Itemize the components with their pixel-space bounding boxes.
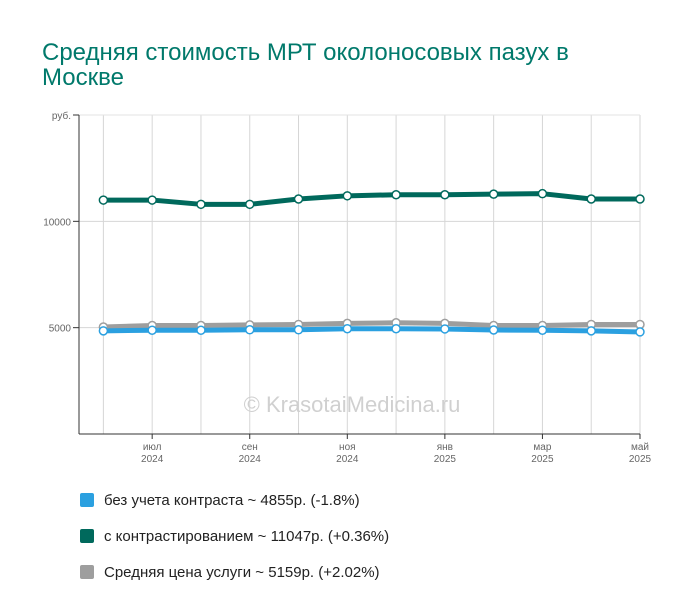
x-tick-label-year: 2024	[141, 454, 164, 465]
data-point	[342, 191, 353, 201]
legend-item-average[interactable]: Средняя цена услуги ~ 5159р. (+2.02%)	[80, 554, 389, 590]
data-point	[98, 326, 109, 336]
x-tick-label-month: мар	[533, 442, 551, 453]
watermark: © KrasotaiMedicina.ru	[244, 392, 461, 417]
data-point	[147, 325, 157, 335]
series-line-2	[100, 320, 643, 330]
data-point	[244, 199, 255, 210]
legend-label: Средняя цена услуги ~ 5159р. (+2.02%)	[104, 563, 380, 581]
x-tick-label-month: янв	[437, 442, 453, 453]
legend-item-no-contrast[interactable]: без учета контраста ~ 4855р. (-1.8%)	[80, 482, 389, 518]
data-point	[440, 190, 450, 200]
legend-label: без учета контраста ~ 4855р. (-1.8%)	[104, 491, 360, 509]
data-point	[196, 199, 206, 210]
x-tick-label-month: сен	[242, 442, 258, 453]
data-point	[391, 323, 401, 334]
data-point	[293, 194, 304, 204]
series-line-0	[100, 326, 643, 335]
chart-title: Средняя стоимость МРТ околоносовых пазух…	[42, 39, 569, 91]
x-tick-label-year: 2024	[239, 454, 262, 465]
legend-swatch	[80, 565, 94, 579]
y-tick-label: 5000	[49, 324, 72, 335]
legend-item-with-contrast[interactable]: с контрастированием ~ 11047р. (+0.36%)	[80, 518, 389, 554]
data-point	[488, 325, 499, 335]
data-point	[342, 323, 353, 334]
data-point	[537, 325, 548, 335]
x-tick-label-year: 2024	[336, 454, 359, 465]
data-point	[244, 325, 255, 335]
series-line-1	[100, 191, 643, 207]
x-tick-label-year: 2025	[531, 454, 554, 465]
data-point	[586, 326, 596, 336]
line-chart: 500010000руб.июл2024сен2024ноя2024янв202…	[43, 110, 652, 465]
legend-swatch	[80, 529, 94, 543]
y-tick-label: 10000	[43, 217, 71, 228]
data-point	[635, 194, 645, 204]
x-tick-label-year: 2025	[434, 454, 457, 465]
data-point	[537, 188, 548, 199]
data-point	[440, 324, 450, 334]
legend: без учета контраста ~ 4855р. (-1.8%) с к…	[80, 482, 389, 590]
data-point	[147, 195, 157, 205]
data-point	[196, 325, 206, 335]
data-point	[391, 190, 401, 200]
y-axis-unit-label: руб.	[52, 110, 71, 122]
data-point	[98, 195, 109, 205]
data-point	[586, 194, 596, 204]
data-point	[488, 189, 499, 199]
x-tick-label-month: май	[631, 442, 649, 453]
legend-label: с контрастированием ~ 11047р. (+0.36%)	[104, 527, 390, 545]
data-point	[635, 327, 645, 337]
x-tick-label-month: июл	[143, 442, 162, 453]
legend-swatch	[80, 493, 94, 507]
data-point	[293, 325, 304, 335]
x-tick-label-year: 2025	[629, 454, 652, 465]
x-tick-label-month: ноя	[339, 442, 356, 453]
